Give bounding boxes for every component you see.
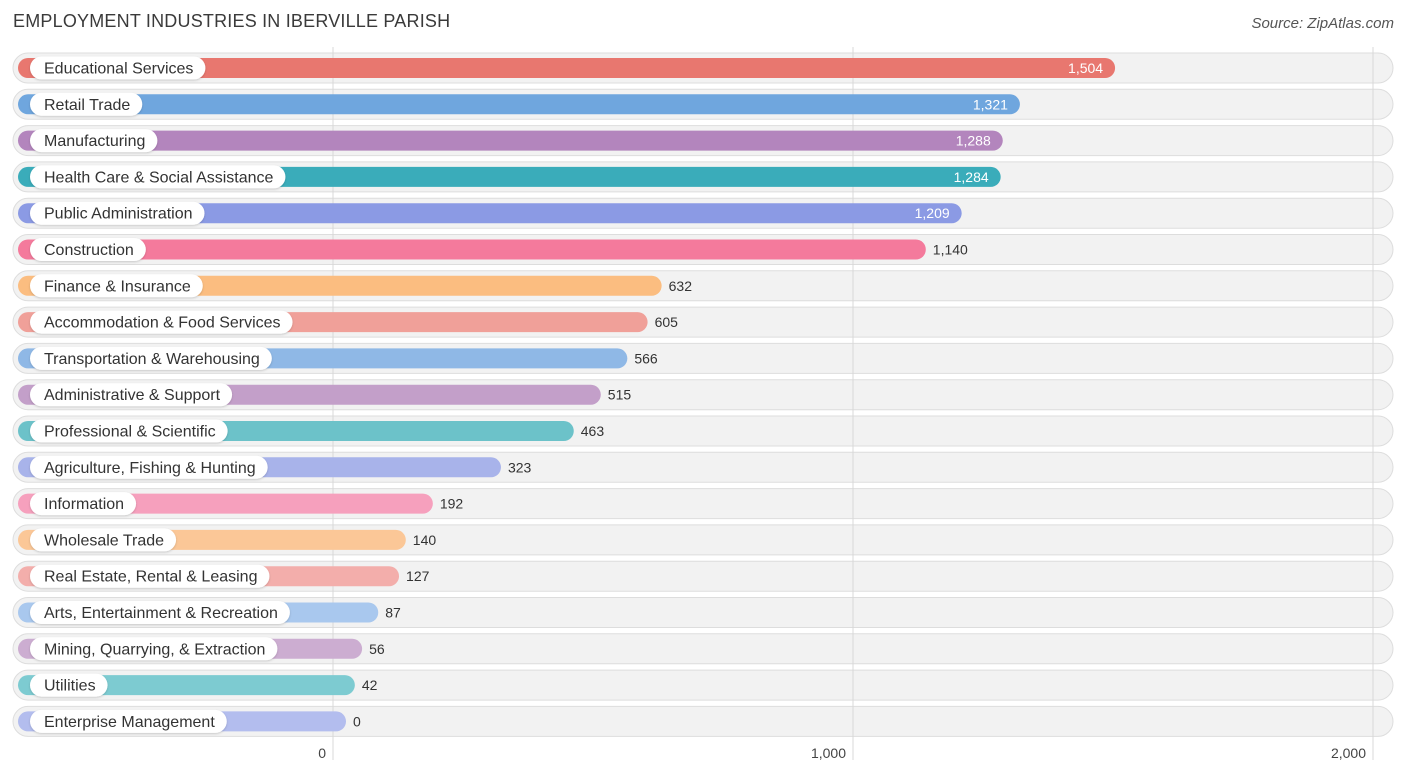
category-label: Administrative & Support [44,387,221,404]
value-label: 1,321 [973,96,1008,112]
category-label: Accommodation & Food Services [44,315,281,332]
bar-row[interactable]: Health Care & Social Assistance 1,284 [18,165,1001,189]
value-label: 632 [669,278,693,294]
bar-row[interactable]: Utilities 42 [18,673,378,697]
bar-row[interactable]: Mining, Quarrying, & Extraction 56 [18,637,385,661]
category-label-pill [30,165,286,189]
value-label: 1,209 [915,205,950,221]
category-label-pill [30,564,270,588]
category-label: Retail Trade [44,97,130,114]
category-label-pill [30,601,290,624]
category-label: Utilities [44,678,96,695]
bar-row[interactable]: Transportation & Warehousing 566 [18,346,658,370]
tick-label: 1,000 [811,745,846,761]
value-label: 127 [406,568,430,584]
value-label: 323 [508,459,532,475]
chart-title: EMPLOYMENT INDUSTRIES IN IBERVILLE PARIS… [13,11,451,31]
category-label-pill [30,92,143,116]
bar-row[interactable]: Agriculture, Fishing & Hunting 323 [18,455,532,479]
category-label: Information [44,496,124,513]
value-label: 140 [413,532,437,548]
bar-row[interactable]: Enterprise Management 0 [18,709,361,733]
tick-label: 0 [318,745,326,761]
category-label: Enterprise Management [44,714,215,731]
category-label-pill [30,310,293,334]
category-label-pill [30,419,228,443]
category-label: Real Estate, Rental & Leasing [44,569,257,586]
value-label: 56 [369,641,385,657]
value-label: 0 [353,713,361,729]
category-label: Manufacturing [44,133,145,150]
bar-row[interactable]: Retail Trade 1,321 [18,92,1020,116]
category-label: Wholesale Trade [44,532,164,549]
bar[interactable] [18,130,1003,151]
bar-row[interactable]: Finance & Insurance 632 [18,274,693,298]
bar-row[interactable]: Information 192 [18,492,464,516]
bar[interactable] [18,239,926,260]
category-label-pill [30,637,278,661]
category-label-pill [30,528,177,552]
value-label: 1,288 [956,133,991,149]
value-label: 87 [385,605,401,621]
value-label: 605 [655,314,679,330]
category-label: Professional & Scientific [44,424,216,441]
category-label-pill [30,201,205,225]
category-label: Finance & Insurance [44,278,191,295]
value-label: 515 [608,387,632,403]
category-label-pill [30,492,137,516]
source-note: Source: ZipAtlas.com [1251,15,1394,32]
category-label: Educational Services [44,61,193,78]
bar-row[interactable]: Manufacturing 1,288 [18,129,1003,153]
bar-row[interactable]: Public Administration 1,209 [18,201,962,225]
bar-row[interactable]: Administrative & Support 515 [18,383,632,407]
category-label: Mining, Quarrying, & Extraction [44,641,265,658]
category-label-pill [30,709,227,733]
category-label: Transportation & Warehousing [44,351,260,368]
category-label: Arts, Entertainment & Recreation [44,605,278,622]
category-label: Construction [44,242,134,259]
value-label: 192 [440,496,464,512]
category-label-pill [30,238,146,261]
bar[interactable] [18,58,1116,78]
value-label: 42 [362,677,378,693]
bar-row[interactable]: Professional & Scientific 463 [18,419,605,443]
category-label-pill [30,56,206,80]
category-label-pill [30,383,233,407]
bar[interactable] [18,94,1020,115]
bar-row[interactable]: Wholesale Trade 140 [18,528,437,552]
value-label: 1,140 [933,242,968,258]
bar-row[interactable]: Construction 1,140 [18,238,968,261]
category-label: Health Care & Social Assistance [44,169,274,186]
category-label: Agriculture, Fishing & Hunting [44,460,256,477]
tick-label: 2,000 [1331,745,1366,761]
value-label: 566 [634,350,658,366]
bar-row[interactable]: Accommodation & Food Services 605 [18,310,679,334]
category-label-pill [30,673,108,697]
category-label-pill [30,346,272,370]
row-track [12,669,1394,701]
value-label: 1,504 [1068,60,1103,76]
bar[interactable] [18,203,962,224]
category-label-pill [30,274,203,298]
row-track [12,705,1394,737]
bar-row[interactable]: Educational Services 1,504 [18,56,1116,80]
value-label: 463 [581,423,605,439]
category-label-pill [30,455,268,479]
category-label: Public Administration [44,206,193,223]
bar-row[interactable]: Real Estate, Rental & Leasing 127 [18,564,430,588]
value-label: 1,284 [954,169,989,185]
bar-row[interactable]: Arts, Entertainment & Recreation 87 [18,601,401,624]
category-label-pill [30,129,158,153]
